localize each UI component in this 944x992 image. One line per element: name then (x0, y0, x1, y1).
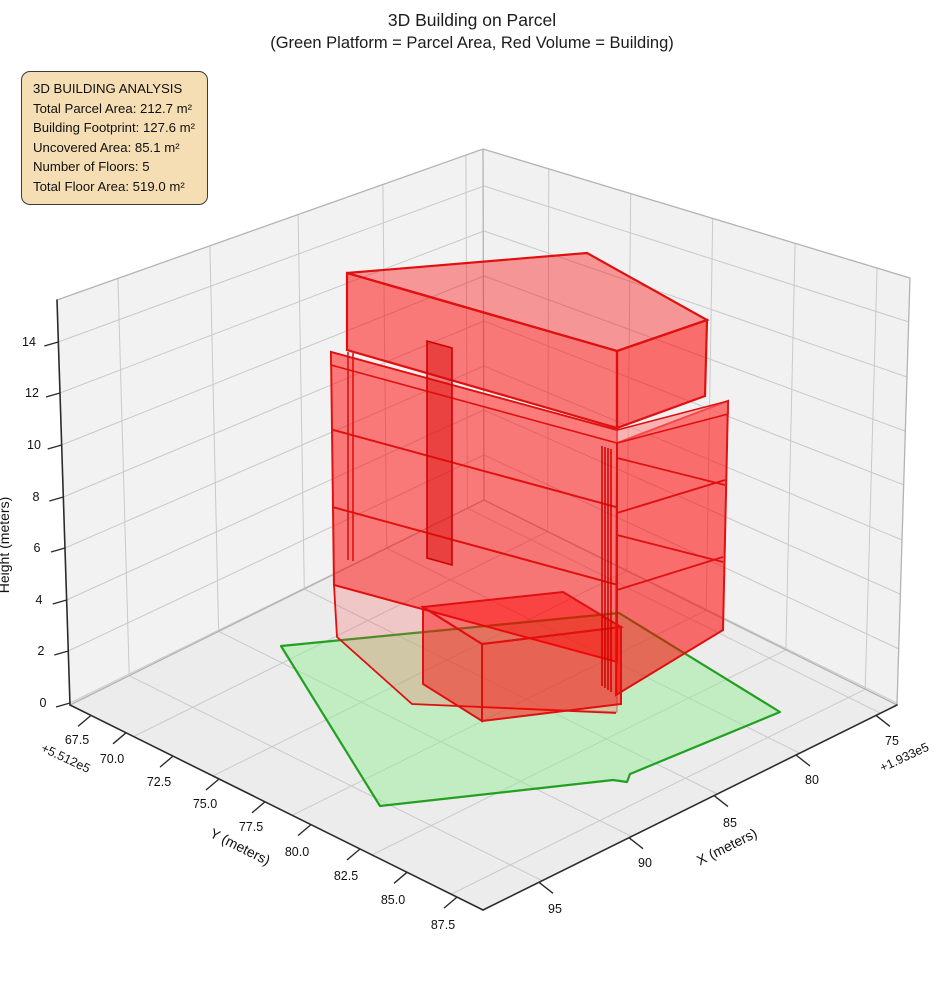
y-tick-marks (77, 714, 458, 909)
annotation-line: Total Floor Area: 519.0 m² (33, 178, 185, 194)
y-axis-tick-labels: 67.5 70.0 72.5 75.0 77.5 80.0 82.5 85.0 87.5 (65, 733, 455, 932)
annotation-line: Uncovered Area: 85.1 m² (33, 139, 180, 155)
building-top-floor-right-face (615, 318, 709, 430)
x-axis-title: X (meters) (694, 825, 760, 868)
analysis-annotation-box: 3D BUILDING ANALYSIS Total Parcel Area: … (21, 71, 208, 205)
building-left-floor-lines (332, 428, 618, 586)
x-tick-label: 95 (548, 902, 562, 916)
y-tick-label: 70.0 (100, 752, 124, 766)
z-tick-label: 10 (27, 438, 41, 452)
chart-subtitle: (Green Platform = Parcel Area, Red Volum… (270, 34, 674, 52)
x-tick-label: 85 (723, 816, 737, 830)
building-volume (329, 251, 730, 723)
building-mid-slab-strip (330, 350, 729, 444)
y-tick-label: 87.5 (431, 918, 455, 932)
y-tick-label: 72.5 (147, 775, 171, 789)
x-axis-tick-labels: 95 90 85 80 75 (548, 734, 899, 916)
axis-spines (44, 299, 898, 911)
z-axis-title: Height (meters) (0, 497, 12, 593)
x-tick-label: 90 (638, 856, 652, 870)
title-block: 3D Building on Parcel (Green Platform = … (0, 8, 944, 55)
z-tick-marks (44, 341, 71, 708)
building-right-floor-lines (616, 457, 726, 591)
y-tick-label: 82.5 (334, 869, 358, 883)
x-tick-label: 80 (805, 773, 819, 787)
z-tick-label: 14 (22, 335, 36, 349)
x-axis-line (482, 704, 898, 911)
annotation-heading: 3D BUILDING ANALYSIS (33, 81, 183, 96)
z-tick-label: 0 (40, 696, 47, 710)
building-notch-slot (426, 339, 453, 567)
z-tick-label: 8 (33, 490, 40, 504)
z-tick-label: 2 (38, 644, 45, 658)
ground-floor-box-front (481, 625, 622, 723)
x-tick-label: 75 (885, 734, 899, 748)
z-tick-label: 12 (25, 386, 39, 400)
y-axis-line (69, 704, 484, 911)
z-tick-label: 6 (34, 541, 41, 555)
annotation-line: Total Parcel Area: 212.7 m² (33, 100, 193, 116)
y-tick-label: 75.0 (193, 797, 217, 811)
x-tick-marks (538, 714, 891, 894)
y-tick-label: 85.0 (381, 893, 405, 907)
y-tick-label: 67.5 (65, 733, 89, 747)
left-wall-z-grid (58, 185, 485, 704)
annotation-line: Number of Floors: 5 (33, 159, 150, 174)
building-left-corner-edges (347, 352, 354, 561)
z-tick-label: 4 (36, 593, 43, 607)
left-wall-y-grid (117, 154, 468, 675)
y-tick-label: 77.5 (239, 820, 263, 834)
chart-title: 3D Building on Parcel (387, 10, 557, 30)
z-axis-tick-labels: 0 2 4 6 8 10 12 14 (22, 335, 46, 710)
z-axis-line (56, 299, 71, 706)
annotation-line: Building Footprint: 127.6 m² (33, 120, 195, 135)
y-tick-label: 80.0 (285, 845, 309, 859)
building-edge-cluster (601, 446, 612, 692)
